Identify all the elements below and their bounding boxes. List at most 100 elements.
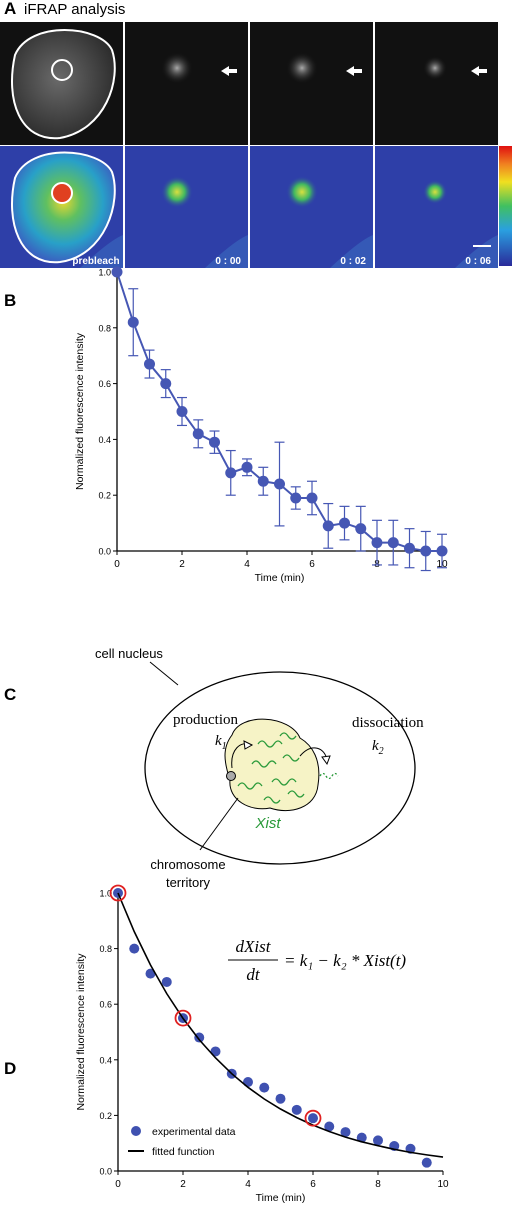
x-tick-label: 6 (309, 559, 315, 570)
data-point (340, 1127, 351, 1138)
frame-label: 0 : 00 (215, 256, 241, 267)
data-point (308, 1113, 318, 1124)
data-point (161, 976, 172, 987)
y-tick-label: 0.8 (99, 944, 112, 954)
x-axis-label: Time (min) (255, 572, 305, 584)
cell-edge (205, 235, 248, 268)
bleach-roi (51, 59, 73, 81)
spot (286, 52, 318, 84)
x-tick-label: 10 (437, 1179, 449, 1190)
data-point (194, 1032, 205, 1043)
data-point (241, 461, 253, 473)
colorbar (499, 146, 512, 266)
panel-label: B (4, 291, 16, 310)
data-point (420, 545, 432, 557)
data-point (145, 968, 156, 979)
k2-symbol: k (372, 738, 379, 754)
nucleus (144, 671, 416, 865)
eq-numerator: dXist (236, 937, 272, 956)
y-tick-label: 0.8 (98, 323, 111, 333)
image-gray (375, 22, 498, 145)
k1-subscript: 1 (222, 741, 227, 752)
data-point (306, 492, 318, 504)
data-point (160, 378, 172, 390)
data-point (421, 1157, 432, 1168)
panel-label: D (4, 1059, 16, 1078)
territory-label: chromosome (150, 857, 225, 872)
arrow (221, 66, 237, 76)
data-point (243, 1077, 253, 1088)
y-tick-label: 0.2 (98, 491, 111, 501)
data-point (209, 436, 220, 448)
x-tick-label: 2 (180, 1179, 186, 1190)
bleach-roi (51, 182, 73, 204)
x-tick-label: 6 (310, 1179, 316, 1190)
x-tick-label: 4 (245, 1179, 251, 1190)
k1: k1 (215, 733, 227, 752)
x-tick-label: 0 (115, 1179, 121, 1190)
territory-label: territory (166, 875, 211, 890)
image-heat (250, 146, 373, 268)
data-point (274, 478, 285, 490)
data-point (371, 537, 383, 549)
x-tick-label: 8 (375, 1179, 381, 1190)
data-point (129, 943, 140, 954)
highlight (174, 1009, 192, 1027)
legend-swatch (131, 1126, 141, 1136)
data-point (225, 467, 237, 479)
y-tick-label: 1.0 (98, 268, 111, 278)
data-point (144, 358, 155, 370)
y-tick-label: 0.4 (99, 1055, 112, 1065)
spot (286, 176, 318, 208)
data-point (355, 523, 367, 535)
arrowhead (243, 740, 254, 750)
fit-line (117, 892, 444, 1158)
cell (11, 29, 116, 140)
rna-label: Xist (254, 815, 281, 832)
panel-a: A iFRAP analysis prebleach 0 : 00 0 : 02 0 … (0, 0, 512, 268)
cell-edge (330, 235, 373, 268)
pointer (199, 797, 239, 851)
data-point (404, 542, 415, 554)
cell (11, 151, 116, 264)
k2: k2 (372, 738, 384, 757)
legend-label: fitted function (152, 1146, 215, 1158)
eq-denominator: dt (246, 965, 261, 984)
data-point (192, 428, 204, 440)
highlight (304, 1109, 322, 1127)
frame-label: 0 : 02 (340, 256, 366, 267)
dissociation-label: dissociation (352, 715, 424, 731)
panel-label: A (4, 0, 16, 18)
frame-label: prebleach (72, 256, 119, 267)
data-point (259, 1082, 270, 1093)
data-point (111, 266, 123, 278)
arrow (471, 66, 487, 76)
arrowhead (321, 755, 331, 766)
rna-strands (237, 732, 339, 804)
spot (161, 52, 193, 84)
data-point (127, 316, 139, 328)
panel-label: C (4, 685, 16, 704)
data-point (339, 517, 350, 529)
k2-subscript: 2 (379, 746, 384, 757)
x-tick-label: 2 (179, 559, 185, 570)
data-point (373, 1135, 383, 1146)
frame-label: 0 : 06 (465, 256, 491, 267)
data-point (356, 1132, 367, 1143)
y-tick-label: 0.0 (98, 547, 111, 557)
spot (423, 180, 447, 204)
y-tick-label: 0.4 (98, 435, 111, 445)
data-point (290, 492, 302, 504)
data-point (436, 545, 448, 557)
production-label: production (173, 712, 238, 728)
x-tick-label: 4 (244, 559, 250, 570)
data-point (275, 1093, 286, 1104)
data-point (322, 520, 334, 532)
y-tick-label: 0.0 (99, 1167, 112, 1177)
gene-locus (226, 771, 236, 781)
spot (161, 176, 193, 208)
pointer (149, 661, 179, 686)
cell-edge (455, 235, 498, 268)
y-axis-label: Normalized fluorescence intensity (74, 332, 86, 490)
